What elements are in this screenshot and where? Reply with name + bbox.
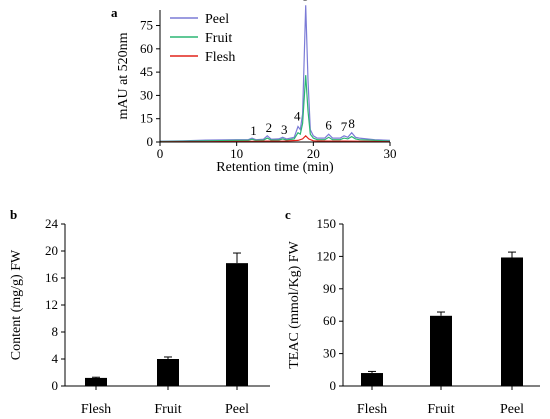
panel-b-x-ticks: Flesh Fruit Peel: [81, 386, 249, 417]
series-line-fruit: [159, 75, 391, 143]
y-tick-label: 120: [317, 248, 337, 263]
bar-fruit: [430, 315, 452, 386]
error-bar-fruit: [164, 356, 172, 359]
peak-label-2: 2: [266, 120, 273, 135]
panel-a-x-axis-label: Retention time (min): [216, 160, 334, 175]
error-bar-peel: [508, 251, 516, 258]
panel-a-y-axis-label: mAU at 520nm: [116, 32, 131, 119]
x-tick-label-fruit: Fruit: [154, 402, 181, 417]
panel-c-y-axis-label: TEAC (mmol/Kg) FW: [287, 240, 302, 368]
y-tick-label: 0: [330, 378, 337, 393]
x-tick-label: 0: [157, 146, 164, 161]
peak-label-8: 8: [348, 116, 355, 131]
x-tick-label-peel: Peel: [500, 402, 524, 417]
error-bar-fruit: [437, 311, 445, 316]
panel-b-letter: b: [10, 207, 17, 222]
series-line-peel: [159, 5, 391, 142]
panel-b-y-axis-label: Content (mg/g) FW: [9, 249, 24, 360]
panel-c-x-ticks: Flesh Fruit Peel: [357, 386, 524, 417]
panel-a-axes: [159, 10, 390, 143]
legend-label-flesh: Flesh: [205, 50, 235, 65]
error-bar-flesh: [92, 376, 100, 378]
x-tick-label-fruit: Fruit: [427, 402, 454, 417]
peak-label-7: 7: [341, 119, 348, 134]
x-tick-label-flesh: Flesh: [81, 402, 111, 417]
x-tick-label-flesh: Flesh: [357, 402, 387, 417]
x-tick-label: 30: [384, 146, 397, 161]
panel-b-bars: [85, 252, 248, 386]
y-tick-label: 75: [140, 18, 153, 33]
peak-label-4: 4: [294, 108, 301, 123]
error-bar-flesh: [368, 370, 376, 374]
x-tick-label: 10: [230, 146, 243, 161]
y-tick-label: 4: [52, 351, 59, 366]
panel-c: c 0 30 60 90 120 150 Flesh Fruit Peel TEAC (mmo…: [285, 207, 540, 417]
bar-flesh: [85, 377, 107, 386]
panel-b: b 0 4 8 12 16 20 24 Flesh Fruit Peel Content (mg…: [9, 207, 270, 417]
error-bar-peel: [233, 252, 241, 264]
bar-fruit: [157, 359, 179, 386]
panel-a-x-ticks: 0 10 20 30: [157, 142, 397, 161]
y-tick-label: 0: [147, 134, 154, 149]
y-tick-label: 90: [323, 281, 336, 296]
legend-label-fruit: Fruit: [205, 31, 232, 46]
y-tick-label: 24: [45, 216, 59, 231]
y-tick-label: 16: [45, 270, 59, 285]
bar-peel: [501, 257, 523, 386]
y-tick-label: 60: [140, 41, 153, 56]
x-tick-label-peel: Peel: [225, 402, 249, 417]
y-tick-label: 30: [140, 87, 153, 102]
x-tick-label: 20: [307, 146, 320, 161]
y-tick-label: 15: [140, 111, 153, 126]
y-tick-label: 60: [323, 313, 336, 328]
y-tick-label: 0: [52, 378, 59, 393]
y-tick-label: 20: [45, 243, 58, 258]
panel-a-series: [159, 5, 391, 143]
panel-c-letter: c: [285, 207, 291, 222]
panel-a-y-ticks: 0 15 30 45 60 75: [140, 18, 160, 149]
panel-c-bars: [361, 251, 523, 386]
peak-label-6: 6: [325, 118, 332, 133]
y-tick-label: 45: [140, 64, 153, 79]
bar-peel: [226, 263, 248, 386]
bar-flesh: [361, 373, 383, 386]
y-tick-label: 30: [323, 346, 336, 361]
peak-label-3: 3: [281, 122, 288, 137]
y-tick-label: 8: [52, 324, 59, 339]
panel-a-legend: Peel Fruit Flesh: [170, 12, 235, 65]
y-tick-label: 150: [317, 216, 337, 231]
peak-label-1: 1: [250, 123, 257, 138]
panel-b-y-ticks: 0 4 8 12 16 20 24: [45, 216, 65, 393]
y-tick-label: 12: [45, 297, 58, 312]
peak-label-5: 5: [302, 0, 309, 4]
panel-a-letter: a: [111, 5, 118, 20]
legend-label-peel: Peel: [205, 12, 229, 27]
panel-c-y-ticks: 0 30 60 90 120 150: [317, 216, 343, 393]
